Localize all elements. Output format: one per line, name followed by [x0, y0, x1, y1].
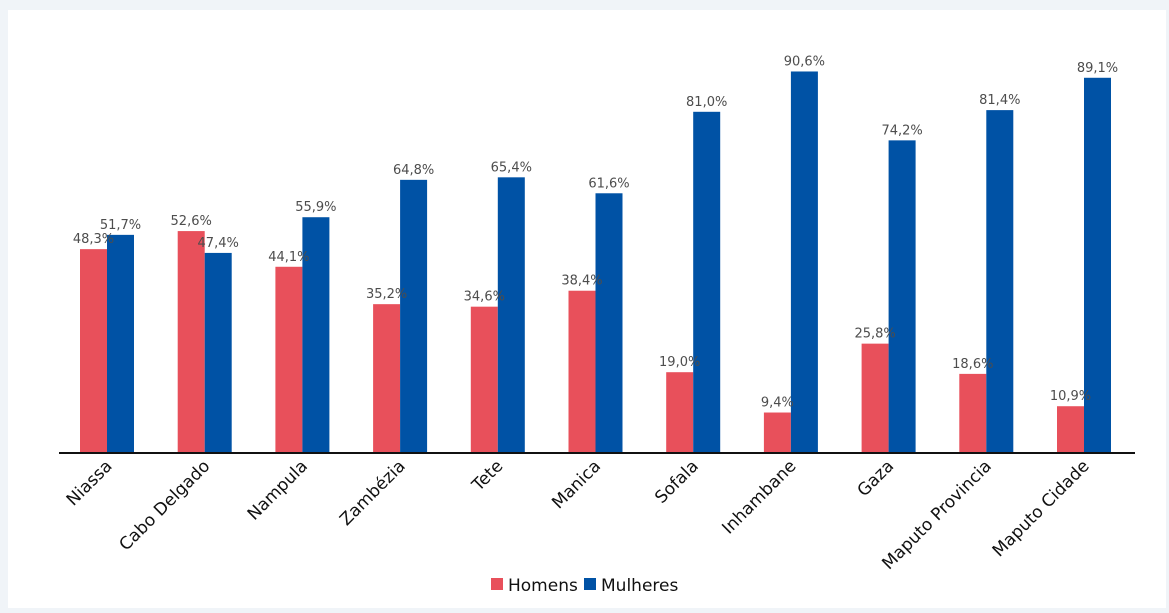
category-label-0: Niassa	[63, 456, 117, 510]
value-label-mulheres-3: 64,8%	[393, 163, 434, 178]
bar-homens-2	[275, 266, 303, 452]
bar-homens-4	[470, 306, 498, 452]
category-labels-group: Niassa Cabo Delgado Nampula Zambézia Tete Man…	[63, 456, 1094, 573]
category-label-5: Manica	[548, 456, 605, 513]
value-label-homens-10: 10,9%	[1050, 389, 1091, 404]
bar-homens-8	[861, 343, 889, 452]
value-label-mulheres-4: 65,4%	[491, 160, 532, 175]
bar-mulheres-8	[888, 140, 916, 453]
value-label-homens-8: 25,8%	[854, 327, 895, 342]
bar-homens-7	[763, 412, 791, 452]
bar-mulheres-6	[693, 111, 721, 453]
value-label-mulheres-7: 90,6%	[784, 54, 825, 69]
legend-swatch-homens	[491, 578, 503, 590]
bar-mulheres-4	[497, 177, 525, 452]
value-label-homens-0: 48,3%	[73, 232, 114, 247]
bar-homens-3	[373, 304, 401, 452]
legend-label-homens: Homens	[508, 576, 578, 596]
value-label-homens-2: 44,1%	[268, 250, 309, 265]
bar-homens-5	[568, 290, 596, 452]
value-label-mulheres-1: 47,4%	[198, 236, 239, 251]
category-label-9: Maputo Provincia	[878, 456, 995, 573]
value-label-homens-3: 35,2%	[366, 287, 407, 302]
value-labels-group: 48,3%51,7% 52,6% 47,4% 44,1% 55,9% 35,2% 64,8%…	[73, 54, 1118, 410]
category-label-6: Sofala	[651, 456, 702, 507]
value-label-homens-9: 18,6%	[952, 357, 993, 372]
legend-label-mulheres: Mulheres	[601, 576, 678, 596]
bar-mulheres-10	[1084, 77, 1111, 452]
bar-homens-0	[80, 249, 107, 452]
value-label-mulheres-10: 89,1%	[1077, 61, 1118, 76]
category-label-1: Cabo Delgado	[116, 456, 215, 555]
bar-mulheres-0	[107, 234, 134, 452]
value-label-homens-1: 52,6%	[171, 214, 212, 229]
bar-homens-1	[177, 231, 205, 452]
bar-mulheres-2	[302, 217, 330, 452]
value-label-homens-5: 38,4%	[561, 274, 602, 289]
bar-mulheres-9	[986, 110, 1014, 453]
bar-homens-9	[959, 373, 987, 452]
bar-homens-10	[1057, 406, 1084, 452]
bar-mulheres-5	[595, 193, 623, 452]
value-label-mulheres-5: 61,6%	[588, 176, 629, 191]
bar-mulheres-1	[204, 252, 232, 452]
legend-swatch-mulheres	[584, 578, 596, 590]
category-label-10: Maputo Cidade	[989, 456, 1094, 561]
value-label-mulheres-0: 51,7%	[100, 218, 141, 233]
bars-group	[80, 71, 1111, 453]
value-label-homens-4: 34,6%	[464, 290, 505, 305]
bar-mulheres-3	[400, 179, 428, 452]
value-label-mulheres-6: 81,0%	[686, 95, 727, 110]
value-label-mulheres-2: 55,9%	[295, 200, 336, 215]
category-label-2: Nampula	[244, 456, 312, 524]
category-label-7: Inhambane	[718, 456, 800, 538]
category-label-8: Gaza	[854, 456, 899, 501]
category-label-4: Tete	[468, 456, 508, 496]
value-label-mulheres-8: 74,2%	[881, 123, 922, 138]
category-label-3: Zambézia	[336, 456, 409, 529]
bar-mulheres-7	[790, 71, 818, 452]
legend: Homens Mulheres	[491, 576, 678, 596]
value-label-homens-6: 19,0%	[659, 355, 700, 370]
value-label-homens-7: 9,4%	[761, 396, 794, 411]
bar-homens-6	[666, 372, 694, 452]
value-label-mulheres-9: 81,4%	[979, 93, 1020, 108]
